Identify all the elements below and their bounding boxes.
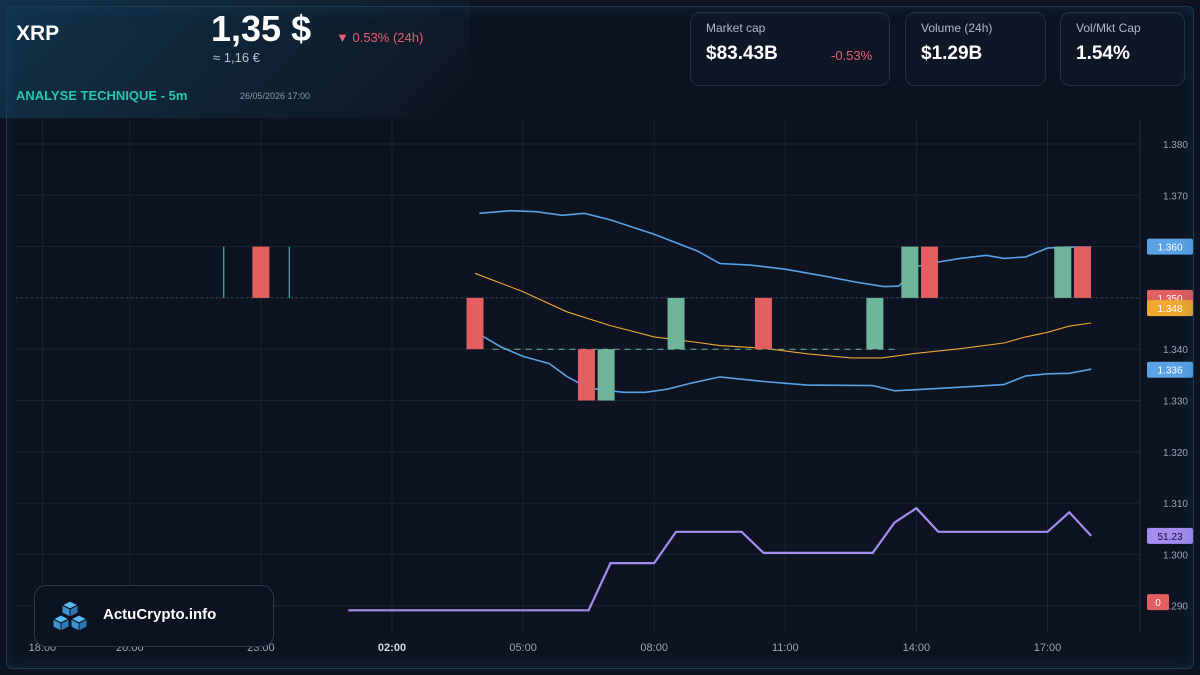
rsi-line-group xyxy=(348,506,1093,612)
y-tick-label: 1.320 xyxy=(1163,448,1188,459)
volume-value: $1.29B xyxy=(921,43,983,64)
price-value: 1,35 $ xyxy=(211,8,312,49)
candles xyxy=(223,246,1091,401)
candle-down xyxy=(754,297,772,350)
brand-name: ActuCrypto.info xyxy=(103,606,217,623)
x-tick-label: 08:00 xyxy=(640,642,668,654)
price-tag xyxy=(1147,300,1193,317)
x-tick-label: 05:00 xyxy=(509,642,537,654)
candle-up xyxy=(901,246,919,298)
change-24h: ▼ 0.53% (24h) xyxy=(336,30,424,45)
x-tick-label: 17:00 xyxy=(1034,642,1062,654)
price-tag-label: 0 xyxy=(1155,598,1161,609)
y-tick-label: 1.380 xyxy=(1163,140,1188,151)
bollinger-bands xyxy=(474,209,1092,394)
candle-down xyxy=(1073,246,1091,298)
price-tag-label: 1.360 xyxy=(1157,243,1182,254)
price-tag xyxy=(1147,238,1193,255)
cubes-icon xyxy=(51,600,89,632)
volume-card: Volume (24h) $1.29B xyxy=(905,12,1046,86)
price-tag-label: 1.348 xyxy=(1157,304,1182,315)
price-tag-label: 1.336 xyxy=(1157,366,1182,377)
vol-mkt-cap-label: Vol/Mkt Cap xyxy=(1076,21,1141,35)
candle-down xyxy=(921,246,939,298)
candle-up xyxy=(1054,246,1072,298)
candle-down xyxy=(466,297,484,350)
market-cap-value: $83.43B xyxy=(706,43,778,64)
rsi-line xyxy=(348,506,1093,612)
market-cap-card: Market cap $83.43B -0.53% xyxy=(690,12,890,86)
x-axis: 18:00 20:00 23:00 02:00 05:00 08:00 11:00 14:00… xyxy=(29,642,1062,654)
market-cap-label: Market cap xyxy=(706,21,766,35)
timestamp: 26/05/2026 17:00 xyxy=(240,91,311,101)
y-tick-label: 1.310 xyxy=(1163,499,1188,510)
price-tag xyxy=(1147,527,1193,544)
x-tick-label: 11:00 xyxy=(772,642,799,654)
candle-down xyxy=(252,246,270,298)
bollinger-lower-line xyxy=(478,333,1092,394)
price-tag-label: 51.23 xyxy=(1157,532,1182,543)
y-tick-label: 1.330 xyxy=(1163,397,1188,408)
analysis-label: ANALYSE TECHNIQUE - 5m xyxy=(16,88,188,103)
candle-up xyxy=(866,297,884,350)
x-tick-label: 02:00 xyxy=(378,642,406,654)
x-tick-label: 14:00 xyxy=(903,642,931,654)
y-tick-label: 1.300 xyxy=(1163,550,1188,561)
y-tick-label: 1.340 xyxy=(1163,345,1188,356)
vol-mkt-cap-value: 1.54% xyxy=(1076,43,1130,64)
header-background xyxy=(0,0,470,118)
y-tick-label: 1.290 xyxy=(1163,602,1188,613)
price-tag xyxy=(1147,361,1193,378)
candle-up xyxy=(667,297,685,350)
bollinger-middle-line xyxy=(474,272,1092,359)
vol-mkt-cap-card: Vol/Mkt Cap 1.54% xyxy=(1060,12,1185,86)
y-tick-label: 1.370 xyxy=(1163,191,1188,202)
symbol-label: XRP xyxy=(16,22,60,45)
candle-up xyxy=(597,349,615,401)
price-tag-label: 1.350 xyxy=(1157,294,1182,305)
candle-down xyxy=(577,349,595,401)
price-tag xyxy=(1147,594,1169,611)
market-cap-delta: -0.53% xyxy=(831,48,873,63)
volume-label: Volume (24h) xyxy=(921,21,993,35)
bollinger-upper-line xyxy=(479,209,1092,288)
brand-logo-card[interactable]: ActuCrypto.info xyxy=(34,585,274,647)
price-eur: ≈ 1,16 € xyxy=(213,50,260,65)
